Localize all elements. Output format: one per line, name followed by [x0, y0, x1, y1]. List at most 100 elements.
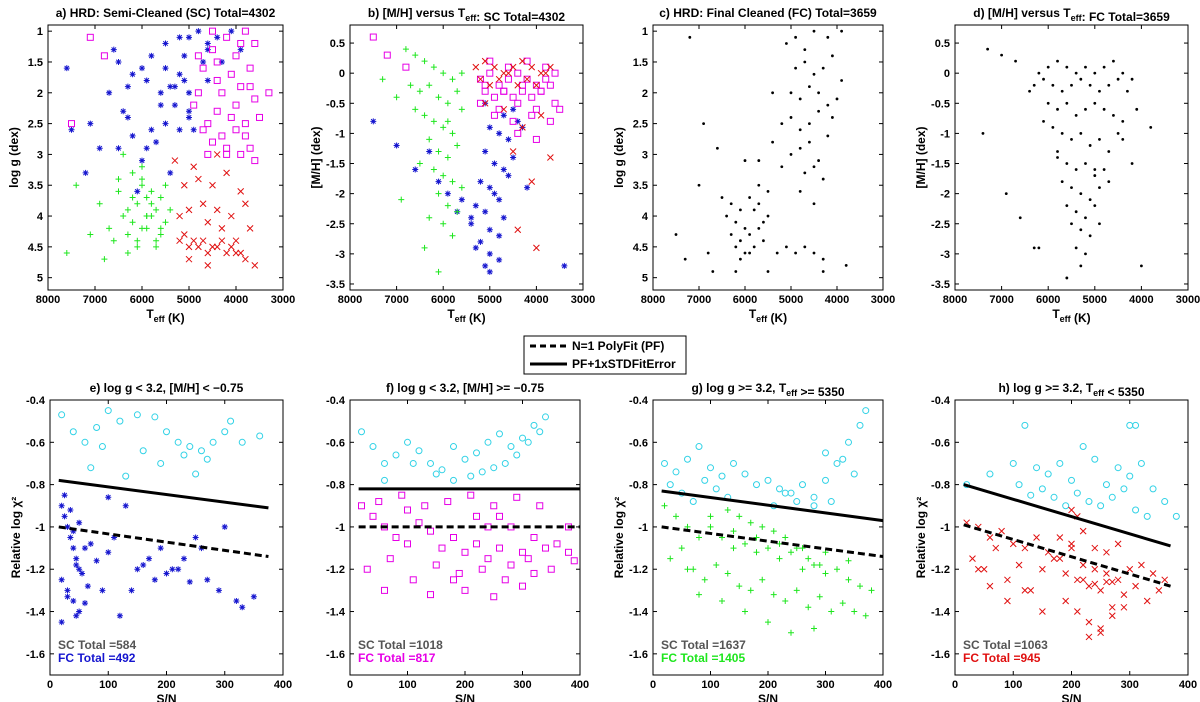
data-point — [509, 117, 517, 125]
data-point — [1079, 443, 1087, 451]
data-point — [180, 555, 187, 562]
data-point — [661, 459, 668, 467]
data-point — [148, 188, 155, 195]
data-point — [139, 157, 145, 164]
data-point — [1032, 246, 1036, 250]
data-point — [1062, 597, 1070, 605]
axes-frame — [49, 399, 284, 676]
data-point — [776, 485, 783, 493]
y-tick-label: -1.5 — [326, 159, 345, 171]
x-tick-label: 300 — [1121, 679, 1139, 691]
data-point — [753, 481, 760, 489]
data-point — [803, 245, 807, 249]
data-point — [162, 120, 169, 127]
data-point — [139, 163, 145, 170]
data-point — [812, 29, 816, 33]
data-point — [1126, 89, 1129, 93]
data-point — [1093, 71, 1097, 75]
data-point — [82, 169, 89, 176]
data-point — [218, 89, 226, 97]
data-point — [794, 66, 797, 70]
data-point — [1021, 544, 1029, 552]
data-point — [461, 548, 469, 556]
x-axis-label: S/N — [156, 692, 176, 702]
data-point — [812, 165, 816, 169]
data-point — [440, 172, 447, 179]
data-point — [736, 513, 743, 520]
data-point — [383, 51, 391, 59]
data-point — [93, 557, 100, 564]
data-point — [176, 212, 183, 220]
data-point — [1130, 77, 1134, 81]
y-tick-label: -1.6 — [629, 649, 648, 661]
data-point — [120, 151, 127, 158]
y-tick-label: -1 — [638, 522, 648, 534]
data-point — [104, 407, 112, 415]
y-tick-label: 0 — [339, 68, 345, 80]
data-point — [532, 105, 540, 113]
data-point — [128, 587, 135, 594]
data-point — [762, 220, 765, 224]
data-point — [468, 214, 475, 221]
data-point — [214, 34, 221, 41]
y-axis-label: [M/H] (dex) — [914, 127, 928, 189]
data-point — [789, 116, 793, 119]
data-point — [265, 89, 273, 97]
data-point — [157, 225, 164, 232]
data-point — [482, 262, 489, 269]
data-point — [780, 165, 784, 169]
data-point — [426, 82, 433, 89]
x-tick-label: 6000 — [733, 294, 757, 306]
data-point — [734, 270, 738, 273]
data-point — [63, 65, 70, 72]
data-point — [1056, 534, 1064, 541]
y-tick-label: -0.6 — [931, 437, 950, 449]
data-point — [496, 430, 503, 438]
data-point — [1116, 132, 1120, 135]
fc-total: FC Total =492 — [58, 651, 136, 665]
data-point — [1143, 597, 1151, 605]
data-point — [542, 544, 549, 552]
data-point — [194, 52, 202, 60]
data-point — [764, 476, 772, 484]
data-point — [513, 493, 521, 501]
data-point — [134, 188, 141, 195]
series-a-red — [171, 151, 259, 269]
data-point — [412, 52, 419, 59]
data-point — [1108, 493, 1116, 501]
data-point — [171, 102, 178, 109]
data-point — [827, 498, 835, 506]
data-point — [523, 75, 531, 83]
data-point — [500, 105, 508, 113]
data-point — [358, 502, 365, 510]
data-point — [129, 169, 136, 176]
y-tick-label: 2 — [642, 88, 648, 100]
x-tick-label: 200 — [1062, 679, 1080, 691]
y-tick-label: -3 — [940, 249, 950, 261]
data-point — [1056, 150, 1059, 153]
data-point — [129, 194, 136, 201]
data-point — [1114, 540, 1122, 548]
data-point — [743, 159, 747, 162]
data-point — [794, 251, 797, 255]
data-point — [120, 213, 127, 220]
data-point — [64, 523, 71, 530]
data-point — [100, 52, 108, 60]
data-point — [241, 132, 249, 140]
data-point — [1060, 132, 1064, 135]
data-point — [1155, 587, 1163, 594]
data-point — [223, 33, 231, 41]
axes-frame — [47, 24, 284, 291]
panel-f: 0 100 200 300 400 -0.4 -0.6 -0.8 -1 -1.2 -1.4 -1.6 f… — [326, 381, 589, 702]
data-point — [501, 459, 509, 467]
data-point — [729, 233, 733, 236]
data-point — [163, 570, 170, 577]
data-point — [504, 75, 512, 83]
data-point — [747, 519, 754, 526]
points-e — [58, 407, 264, 626]
data-point — [122, 472, 130, 480]
x-tick-label: 6000 — [130, 294, 154, 306]
data-point — [81, 545, 88, 552]
data-point — [427, 459, 434, 467]
data-point — [505, 172, 512, 179]
